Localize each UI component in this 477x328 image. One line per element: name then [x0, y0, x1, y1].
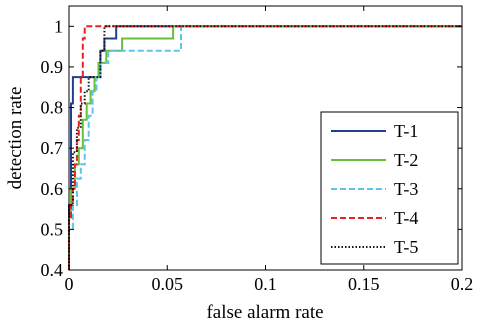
x-axis-label: false alarm rate [206, 302, 323, 323]
legend-label: T-2 [394, 150, 418, 170]
legend-label: T-4 [394, 208, 418, 228]
x-axis: 0 0.05 0.1 0.15 0.2 [65, 6, 474, 294]
series-line-3 [68, 25, 462, 270]
y-tick-label: 0.8 [41, 98, 64, 118]
legend: T-1 T-2 T-3 T-4 T-5 [320, 111, 459, 265]
y-tick-label: 1 [54, 16, 63, 36]
series-line-5 [68, 25, 462, 270]
x-tick-label: 0 [65, 274, 74, 294]
plot-lines [68, 25, 462, 270]
y-tick-label: 0.6 [41, 179, 64, 199]
x-tick-label: 0.1 [254, 274, 277, 294]
x-tick-label: 0.2 [451, 274, 474, 294]
y-tick-label: 0.5 [41, 219, 64, 239]
legend-label: T-5 [394, 237, 418, 257]
y-tick-label: 0.7 [41, 138, 64, 158]
y-axis-label: detection rate [5, 87, 26, 190]
x-tick-label: 0.05 [152, 274, 184, 294]
x-tick-label: 0.15 [348, 274, 380, 294]
legend-label: T-3 [394, 179, 418, 199]
y-tick-label: 0.4 [41, 260, 64, 280]
legend-label: T-1 [394, 121, 418, 141]
y-tick-label: 0.9 [41, 57, 64, 77]
y-axis: 0.4 0.5 0.6 0.7 0.8 0.9 1 [41, 16, 462, 280]
